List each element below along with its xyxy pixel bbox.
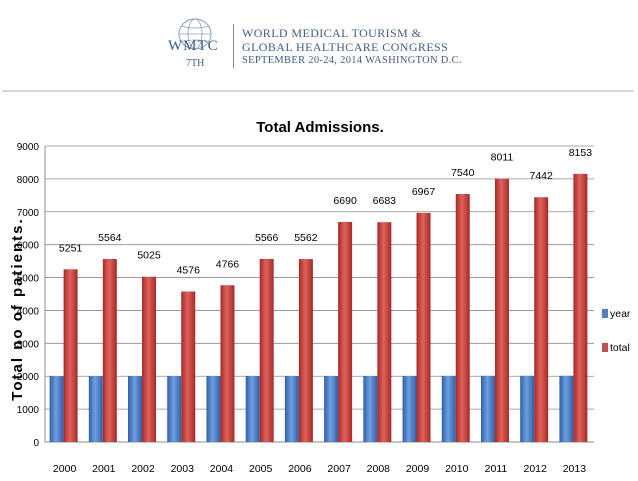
bar-total-2002 xyxy=(142,276,157,442)
bar-year-2010 xyxy=(441,375,456,442)
data-label-total: 4766 xyxy=(216,258,240,270)
bar-year-2011 xyxy=(480,375,495,442)
data-label-total: 5025 xyxy=(137,250,161,262)
bar-year-2008 xyxy=(363,375,378,442)
y-tick-label: 4000 xyxy=(17,306,40,317)
bar-total-2005 xyxy=(259,258,274,442)
x-tick-label: 2000 xyxy=(53,463,77,475)
legend-swatch-year xyxy=(602,309,608,318)
logo-edition: 7TH xyxy=(186,58,205,69)
data-label-total: 5562 xyxy=(294,232,318,244)
congress-dates: SEPTEMBER 20-24, 2014 WASHINGTON D.C. xyxy=(242,55,462,66)
bar-year-2005 xyxy=(245,376,260,442)
header: WMTC 7TH WORLD MEDICAL TOURISM & GLOBAL … xyxy=(0,0,638,88)
y-tick-label: 0 xyxy=(33,438,39,449)
x-tick-label: 2008 xyxy=(367,463,391,475)
bar-chart: Total Admissions. Total no of patients. … xyxy=(9,119,631,475)
bar-total-2007 xyxy=(338,221,353,442)
x-tick-label: 2006 xyxy=(288,463,312,475)
congress-title: WORLD MEDICAL TOURISM & GLOBAL HEALTHCAR… xyxy=(242,26,462,68)
x-tick-label: 2004 xyxy=(210,463,234,475)
chart: Total Admissions. Total no of patients. … xyxy=(4,96,631,476)
congress-line-1: WORLD MEDICAL TOURISM & xyxy=(242,26,422,40)
x-tick-label: 2009 xyxy=(406,463,430,475)
data-label-total: 6690 xyxy=(333,195,357,207)
bar-total-2008 xyxy=(377,222,392,442)
data-label-total: 5251 xyxy=(59,242,83,254)
data-labels: 2000 5251 2001 5564 2002 5025 2003 4576 2004 4766… xyxy=(53,147,592,475)
y-axis-label: Total no of patients. xyxy=(9,217,26,400)
y-tick-label: 2000 xyxy=(17,372,40,383)
y-tick-label: 9000 xyxy=(17,142,40,153)
bar-total-2009 xyxy=(416,212,431,442)
bar-total-2003 xyxy=(181,291,196,442)
x-tick-label: 2001 xyxy=(92,463,116,475)
bar-total-2000 xyxy=(63,269,78,442)
data-label-total: 5564 xyxy=(98,232,122,244)
header-rule xyxy=(2,90,634,92)
data-label-total: 7540 xyxy=(451,167,475,179)
data-label-total: 6967 xyxy=(412,186,436,198)
bar-year-2007 xyxy=(324,375,339,442)
x-tick-label: 2010 xyxy=(445,463,469,475)
x-tick-label: 2011 xyxy=(485,463,508,475)
bar-total-2004 xyxy=(220,285,235,442)
data-label-total: 8153 xyxy=(569,147,593,159)
bar-year-2013 xyxy=(559,375,574,442)
chart-title: Total Admissions. xyxy=(256,119,384,136)
legend-swatch-total xyxy=(602,343,608,352)
bars xyxy=(49,173,588,443)
logo-divider xyxy=(233,24,234,68)
x-tick-label: 2007 xyxy=(327,463,351,475)
y-tick-label: 6000 xyxy=(17,241,40,252)
bar-total-2006 xyxy=(298,259,313,442)
y-tick-label: 3000 xyxy=(17,339,40,350)
x-tick-label: 2013 xyxy=(563,463,587,475)
logo-text: WMTC xyxy=(168,38,219,54)
y-tick-label: 5000 xyxy=(17,274,40,285)
globe-logo-icon xyxy=(178,18,212,50)
y-tick-label: 1000 xyxy=(17,405,40,416)
bar-year-2000 xyxy=(49,376,64,442)
bar-year-2003 xyxy=(167,376,182,442)
bar-year-2009 xyxy=(402,375,417,442)
legend-label-total: total xyxy=(610,342,630,354)
data-label-total: 4576 xyxy=(177,265,201,277)
data-label-total: 6683 xyxy=(373,195,397,207)
bar-total-2011 xyxy=(494,178,509,443)
bar-year-2012 xyxy=(520,375,535,442)
data-label-total: 8011 xyxy=(491,152,514,164)
y-tick-label: 8000 xyxy=(17,175,40,186)
legend-label-year: year xyxy=(610,308,630,320)
y-tick-label: 7000 xyxy=(17,208,40,219)
bar-year-2002 xyxy=(128,376,143,442)
congress-line-2: GLOBAL HEALTHCARE CONGRESS xyxy=(242,40,449,54)
data-label-total: 7442 xyxy=(529,170,553,182)
bar-year-2001 xyxy=(88,376,103,442)
x-tick-label: 2003 xyxy=(171,463,195,475)
x-tick-label: 2002 xyxy=(131,463,155,475)
bar-total-2001 xyxy=(102,259,117,442)
bar-total-2010 xyxy=(455,194,470,442)
bar-year-2006 xyxy=(284,376,299,442)
data-label-total: 5566 xyxy=(255,232,279,244)
legend: year total xyxy=(602,308,631,354)
bar-year-2004 xyxy=(206,376,221,442)
x-tick-label: 2005 xyxy=(249,463,273,475)
bar-total-2013 xyxy=(573,173,588,443)
bar-total-2012 xyxy=(534,197,549,442)
x-tick-label: 2012 xyxy=(523,463,547,475)
